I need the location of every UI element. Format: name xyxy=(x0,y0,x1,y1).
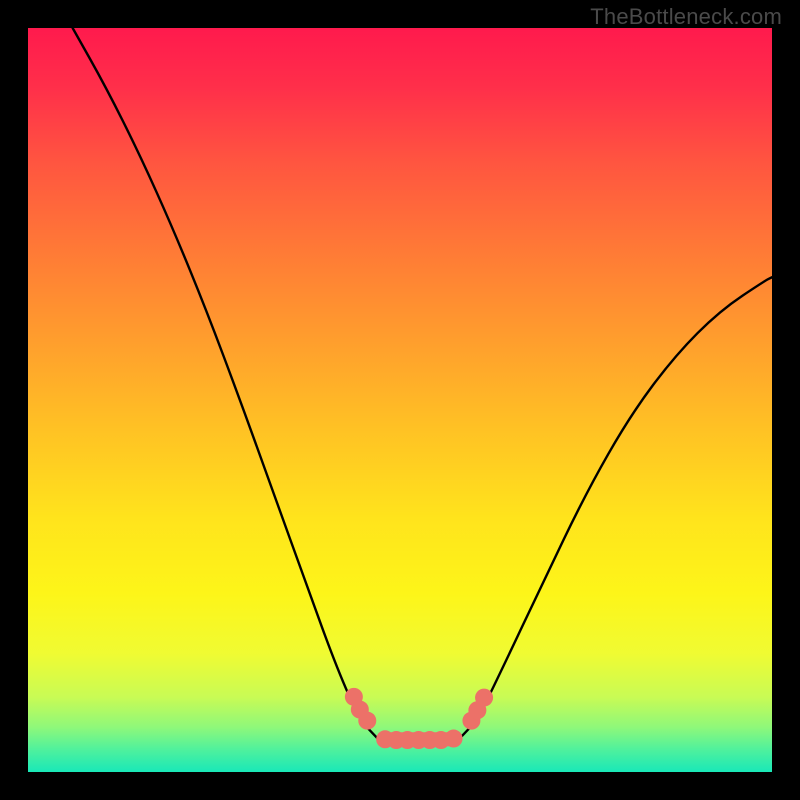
bottleneck-curve xyxy=(28,28,772,772)
chart-frame xyxy=(0,0,800,800)
marker-dot xyxy=(445,730,463,748)
marker-dot xyxy=(358,712,376,730)
watermark-text: TheBottleneck.com xyxy=(590,4,782,30)
marker-dot xyxy=(475,689,493,707)
plot-area xyxy=(28,28,772,772)
v-curve-line xyxy=(73,28,772,739)
